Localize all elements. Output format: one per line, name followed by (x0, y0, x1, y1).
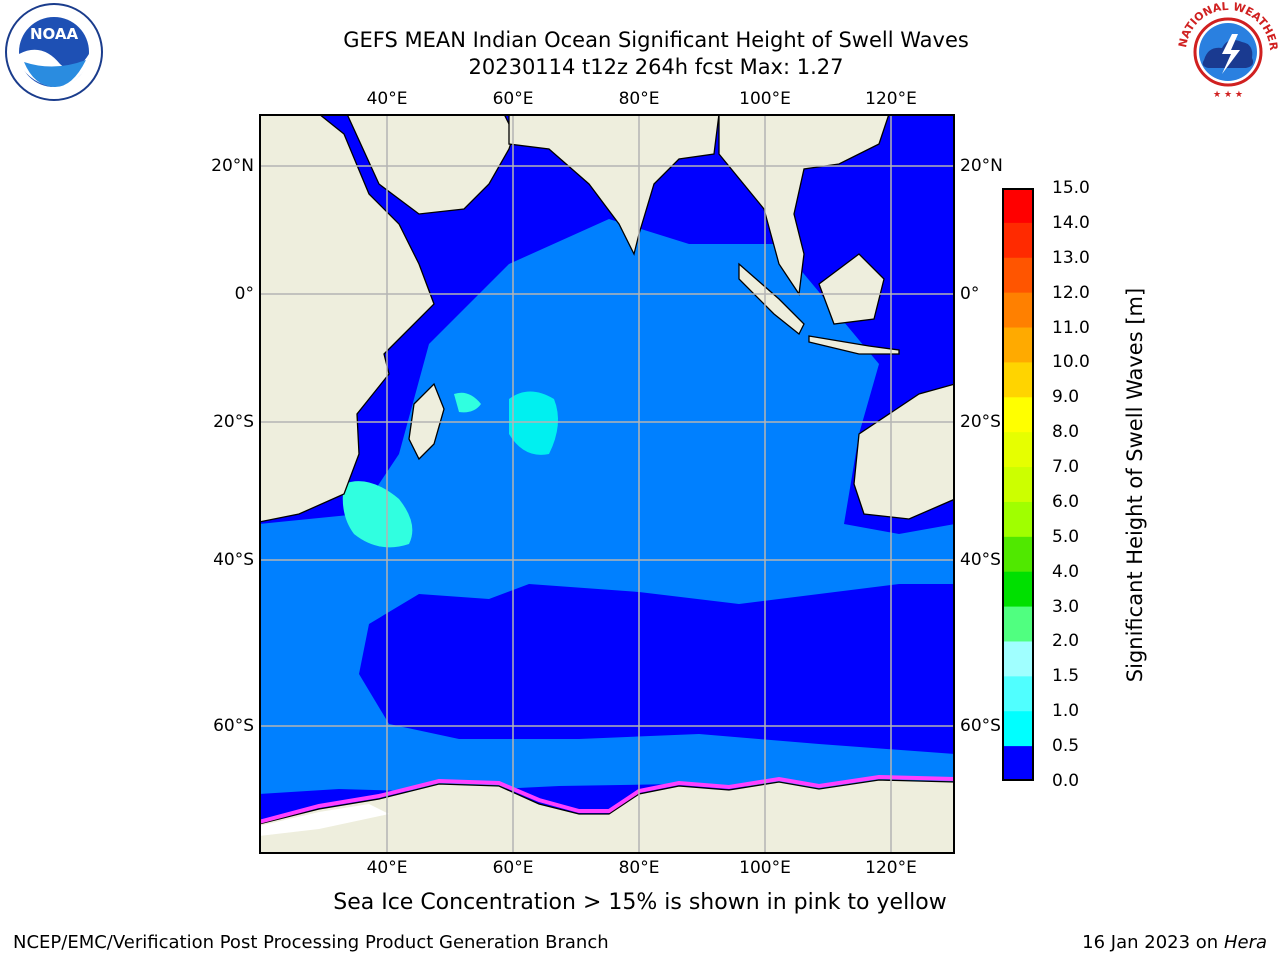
swell-zone-high-1 (509, 391, 558, 455)
colorbar-segment (1002, 606, 1034, 642)
colorbar-tick-label: 10.0 (1052, 352, 1090, 373)
left-lat-label: 40°S (213, 550, 254, 570)
colorbar (1002, 188, 1034, 781)
sea-ice-edge (259, 774, 955, 824)
colorbar-title: Significant Height of Swell Waves [m] (1123, 287, 1147, 683)
land-sumatra (738, 262, 805, 336)
forecast-subtitle: 20230114 t12z 264h fcst Max: 1.27 (468, 55, 844, 79)
colorbar-segment (1002, 536, 1034, 573)
left-lat-label: 60°S (213, 716, 254, 736)
footer-producer: NCEP/EMC/Verification Post Processing Pr… (13, 932, 609, 953)
land-borneo (818, 253, 885, 325)
right-lat-label: 40°S (960, 550, 1001, 570)
colorbar-tick-label: 14.0 (1052, 212, 1090, 233)
colorbar-segment (1002, 711, 1034, 747)
colorbar-tick-label: 8.0 (1052, 422, 1080, 443)
colorbar-segment (1002, 257, 1034, 294)
left-lat-label: 20°N (211, 156, 254, 176)
colorbar-segment (1002, 467, 1034, 503)
colorbar-tick-label: 7.0 (1052, 457, 1080, 478)
land-australia (853, 383, 955, 520)
colorbar-tick-label: 1.0 (1052, 701, 1080, 722)
colorbar-tick-label: 6.0 (1052, 491, 1080, 512)
bottom-lon-label: 100°E (739, 858, 791, 878)
land-java (808, 335, 900, 355)
right-lat-label: 60°S (960, 716, 1001, 736)
colorbar-segment (1002, 746, 1034, 781)
ocean-map (259, 114, 955, 854)
colorbar-border (1002, 188, 1034, 781)
colorbar-tick-label: 15.0 (1052, 178, 1090, 198)
colorbar-tick-label: 11.0 (1052, 317, 1090, 338)
colorbar-segment (1002, 641, 1034, 677)
footer-host: Hera (1223, 932, 1267, 953)
map-title: GEFS MEAN Indian Ocean Significant Heigh… (343, 28, 969, 52)
colorbar-tick-label: 13.0 (1052, 247, 1090, 268)
footer-date-text: 16 Jan 2023 on (1082, 932, 1224, 953)
colorbar-tick-label: 4.0 (1052, 561, 1080, 582)
top-lon-label: 80°E (618, 89, 660, 109)
colorbar-tick-label: 1.5 (1052, 666, 1080, 687)
graticule (259, 114, 955, 854)
colorbar-tick-label: 0.5 (1052, 736, 1080, 757)
colorbar-segment (1002, 362, 1034, 398)
svg-text:★ ★ ★: ★ ★ ★ (1213, 90, 1243, 100)
sea-ice-note: Sea Ice Concentration > 15% is shown in … (333, 890, 947, 915)
colorbar-segment (1002, 327, 1034, 363)
sea-ice-white (259, 804, 389, 836)
right-lat-label: 20°N (960, 156, 1003, 176)
noaa-logo: NOAA (5, 3, 103, 101)
footer-date: 16 Jan 2023 on Hera (1082, 932, 1267, 953)
svg-text:NOAA: NOAA (30, 25, 79, 43)
colorbar-segment (1002, 397, 1034, 433)
left-lat-label: 20°S (213, 412, 254, 432)
right-lat-label: 20°S (960, 412, 1001, 432)
colorbar-segment (1002, 501, 1034, 538)
bottom-lon-label: 80°E (618, 858, 660, 878)
right-lat-label: 0° (960, 284, 980, 304)
colorbar-segment (1002, 432, 1034, 468)
colorbar-segment (1002, 222, 1034, 259)
colorbar-tick-label: 5.0 (1052, 526, 1080, 547)
colorbar-tick-label: 9.0 (1052, 387, 1080, 408)
swell-zone-high-3 (454, 392, 481, 413)
nws-logo: NATIONAL WEATHER SERVICE ★ ★ ★ (1176, 2, 1280, 100)
land-antarctica (259, 779, 955, 854)
swell-zone-mid (259, 219, 955, 804)
colorbar-segment (1002, 188, 1034, 224)
colorbar-tick-label: 3.0 (1052, 596, 1080, 617)
colorbar-tick-label: 0.0 (1052, 771, 1080, 791)
colorbar-segment (1002, 292, 1034, 329)
top-lon-label: 100°E (739, 89, 791, 109)
swell-zone-high-2 (342, 481, 413, 548)
left-lat-label: 0° (234, 284, 254, 304)
bottom-lon-label: 120°E (865, 858, 917, 878)
land-southeast-asia (718, 114, 890, 296)
bottom-lon-label: 40°E (366, 858, 408, 878)
top-lon-label: 120°E (865, 89, 917, 109)
colorbar-tick-label: 2.0 (1052, 631, 1080, 652)
colorbar-tick-label: 12.0 (1052, 282, 1090, 303)
bottom-lon-label: 60°E (492, 858, 534, 878)
top-lon-label: 60°E (492, 89, 534, 109)
top-lon-label: 40°E (366, 89, 408, 109)
colorbar-segment (1002, 676, 1034, 712)
colorbar-segment (1002, 571, 1034, 608)
land-india (508, 114, 720, 256)
